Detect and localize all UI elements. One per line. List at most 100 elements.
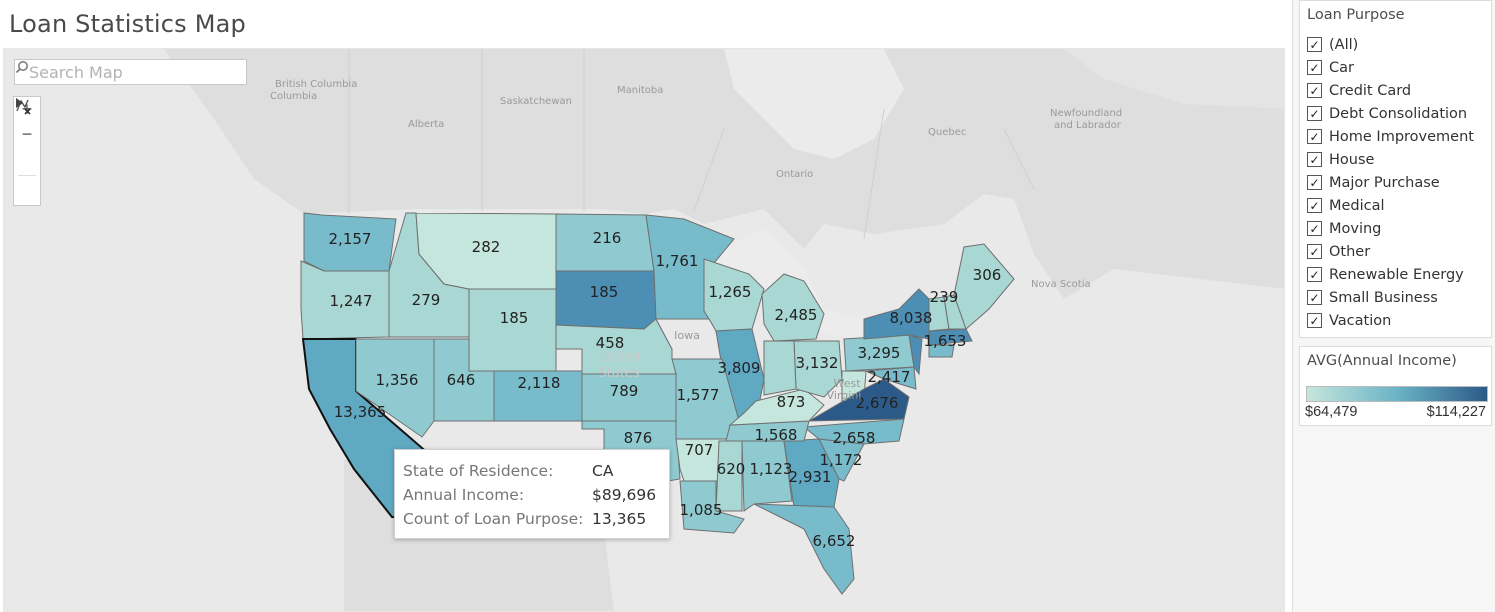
- state-label-mo: 1,577: [677, 386, 720, 404]
- zoom-in-button[interactable]: +: [14, 97, 40, 122]
- state-label-vt: 239: [930, 288, 959, 306]
- state-ga[interactable]: [783, 438, 840, 508]
- filter-item-house[interactable]: ✓ House: [1300, 148, 1491, 171]
- state-la[interactable]: [679, 480, 745, 534]
- state-labels-layer: 2,157 1,247 13,365 1,356 279 282 185 646 2,118 21…: [329, 229, 1002, 550]
- tooltip-count-value: 13,365: [592, 510, 647, 528]
- state-va[interactable]: [807, 378, 910, 422]
- checkbox[interactable]: ✓: [1307, 198, 1322, 213]
- basemap-label-british-columbia: British Columbia: [275, 79, 357, 90]
- state-label-pa: 3,295: [858, 344, 901, 362]
- greenland-east: [1064, 49, 1284, 109]
- state-in[interactable]: [763, 340, 797, 396]
- state-label-oh: 3,132: [796, 354, 839, 372]
- state-wy[interactable]: [468, 288, 557, 372]
- checkbox[interactable]: ✓: [1307, 106, 1322, 121]
- filter-item-debt-consolidation[interactable]: ✓ Debt Consolidation: [1300, 102, 1491, 125]
- filter-item-label: Home Improvement: [1329, 128, 1474, 145]
- checkbox[interactable]: ✓: [1307, 267, 1322, 282]
- checkbox[interactable]: ✓: [1307, 175, 1322, 190]
- filter-item-home-improvement[interactable]: ✓ Home Improvement: [1300, 125, 1491, 148]
- filter-item-label: Vacation: [1329, 312, 1392, 329]
- filter-item-label: Moving: [1329, 220, 1382, 237]
- filter-item-label: Major Purchase: [1329, 174, 1440, 191]
- filter-title: Loan Purpose: [1307, 7, 1405, 23]
- state-label-md: 2,417: [868, 368, 911, 386]
- basemap-label-iowa: Iowa: [674, 329, 700, 342]
- reset-map-button[interactable]: [14, 99, 40, 172]
- tooltip-state-value: CA: [592, 462, 614, 480]
- filter-item-renewable-energy[interactable]: ✓ Renewable Energy: [1300, 263, 1491, 286]
- color-legend: AVG(Annual Income) $64,479 $114,227: [1299, 346, 1492, 426]
- checkbox[interactable]: ✓: [1307, 37, 1322, 52]
- state-label-ks: 789: [610, 382, 639, 400]
- checkbox[interactable]: ✓: [1307, 221, 1322, 236]
- filter-item-label: (All): [1329, 36, 1359, 53]
- checkbox[interactable]: ✓: [1307, 60, 1322, 75]
- state-fl[interactable]: [753, 503, 855, 595]
- basemap-labels: British Columbia Columbia Alberta Saskat…: [270, 79, 1122, 290]
- basemap-label-manitoba: Manitoba: [617, 85, 663, 96]
- state-me[interactable]: [953, 243, 1015, 330]
- filter-item-label: Medical: [1329, 197, 1385, 214]
- basemap-label-british-columbia-2: Columbia: [270, 91, 317, 102]
- zoom-out-button[interactable]: −: [14, 122, 40, 147]
- state-label-mi: 2,485: [775, 306, 818, 324]
- checkbox[interactable]: ✓: [1307, 313, 1322, 328]
- filter-list: ✓ (All) ✓ Car ✓ Credit Card ✓ Debt Consolidatio…: [1300, 33, 1491, 332]
- search-map-input[interactable]: [27, 61, 217, 83]
- filter-item-label: Renewable Energy: [1329, 266, 1464, 283]
- page-title: Loan Statistics Map: [9, 10, 246, 38]
- state-label-co: 2,118: [518, 374, 561, 392]
- state-mi[interactable]: [761, 273, 825, 342]
- filter-item-other[interactable]: ✓ Other: [1300, 240, 1491, 263]
- state-label-ar: 707: [685, 441, 714, 459]
- state-ma[interactable]: [928, 328, 973, 346]
- state-label-nc: 2,658: [833, 429, 876, 447]
- state-nj[interactable]: [908, 334, 923, 376]
- basemap-label-west-virginia: West: [833, 377, 861, 390]
- checkbox[interactable]: ✓: [1307, 152, 1322, 167]
- state-label-nv: 1,356: [376, 371, 419, 389]
- filter-item-all[interactable]: ✓ (All): [1300, 33, 1491, 56]
- state-tooltip: State of Residence: CA Annual Income: $89,…: [394, 449, 670, 539]
- zoom-in-icon: +: [21, 99, 33, 119]
- state-ct[interactable]: [928, 344, 955, 358]
- state-nv[interactable]: [355, 338, 435, 438]
- checkbox[interactable]: ✓: [1307, 290, 1322, 305]
- map-view[interactable]: British Columbia Columbia Alberta Saskat…: [3, 48, 1285, 612]
- state-label-id: 279: [412, 291, 441, 309]
- state-nc[interactable]: [802, 418, 905, 445]
- state-label-ut: 646: [447, 371, 476, 389]
- filter-item-medical[interactable]: ✓ Medical: [1300, 194, 1491, 217]
- filter-item-label: Other: [1329, 243, 1371, 260]
- filter-item-label: Car: [1329, 59, 1354, 76]
- basemap-label-nova-scotia: Nova Scotia: [1031, 279, 1091, 290]
- checkbox[interactable]: ✓: [1307, 244, 1322, 259]
- basemap-label-west-virginia-2: Virgini: [827, 389, 862, 402]
- filter-item-moving[interactable]: ✓ Moving: [1300, 217, 1491, 240]
- state-label-ky: 873: [777, 393, 806, 411]
- basemap-label-united-states: United: [598, 350, 641, 365]
- filter-item-major-purchase[interactable]: ✓ Major Purchase: [1300, 171, 1491, 194]
- expand-toolbar-button[interactable]: [14, 98, 40, 204]
- filter-item-car[interactable]: ✓ Car: [1300, 56, 1491, 79]
- basemap-label-labrador: and Labrador: [1054, 120, 1122, 131]
- zoom-out-icon: −: [21, 124, 33, 144]
- filter-item-small-business[interactable]: ✓ Small Business: [1300, 286, 1491, 309]
- checkbox[interactable]: ✓: [1307, 129, 1322, 144]
- basemap-label-newfoundland: Newfoundland: [1050, 108, 1122, 119]
- filter-item-label: Credit Card: [1329, 82, 1412, 99]
- hudson-bay: [724, 49, 904, 159]
- tooltip-income-label: Annual Income:: [403, 486, 525, 504]
- canada-landmass: [164, 49, 1284, 299]
- filter-item-vacation[interactable]: ✓ Vacation: [1300, 309, 1491, 332]
- checkbox[interactable]: ✓: [1307, 83, 1322, 98]
- state-label-wy: 185: [500, 309, 529, 327]
- legend-gradient-bar: [1306, 386, 1488, 402]
- filter-item-credit-card[interactable]: ✓ Credit Card: [1300, 79, 1491, 102]
- state-label-ms: 620: [717, 460, 746, 478]
- legend-min-label: $64,479: [1305, 404, 1358, 420]
- state-md[interactable]: [865, 366, 917, 390]
- search-map-box[interactable]: [14, 59, 247, 85]
